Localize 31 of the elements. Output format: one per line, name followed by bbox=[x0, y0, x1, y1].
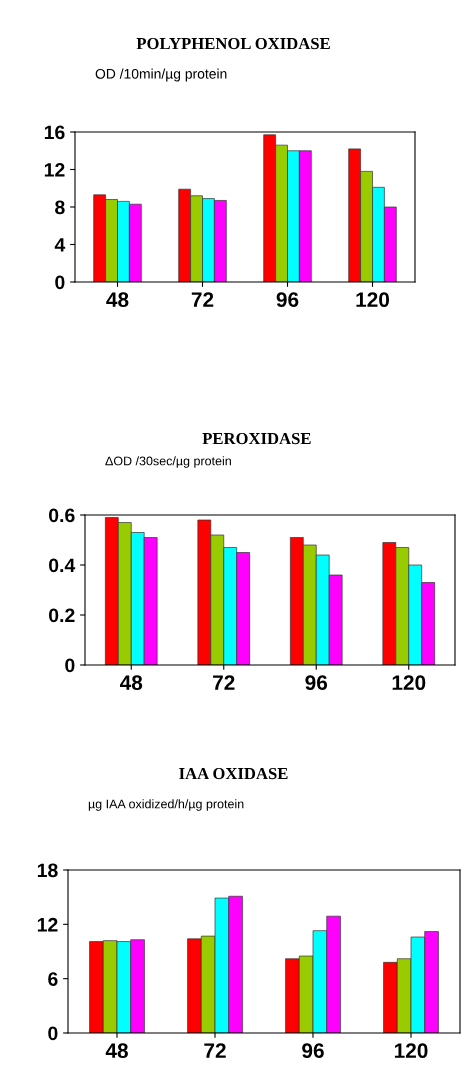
x-tick-label: 96 bbox=[302, 1043, 324, 1059]
x-tick-label: 72 bbox=[204, 1043, 226, 1058]
x-tick-label: 96 bbox=[305, 675, 328, 691]
y-tick-label: 18 bbox=[37, 863, 58, 878]
y-tick-label: 0 bbox=[65, 658, 75, 673]
y-tick-label: 0.6 bbox=[49, 508, 75, 523]
x-tick-label: 48 bbox=[106, 292, 129, 308]
x-tick-label: 48 bbox=[119, 675, 143, 691]
x-tick-label: 120 bbox=[392, 675, 426, 691]
chart-subtitle: µg IAA oxidized/h/µg protein bbox=[88, 799, 244, 811]
y-tick-label: 4 bbox=[54, 238, 66, 252]
x-tick-label: 72 bbox=[213, 675, 235, 690]
y-tick-label: 0.2 bbox=[49, 608, 75, 623]
y-tick-label: 6 bbox=[48, 972, 58, 986]
y-tick-label: 12 bbox=[44, 162, 65, 177]
x-tick-label: 48 bbox=[105, 1043, 128, 1059]
x-tick-label: 96 bbox=[276, 292, 299, 308]
x-tick-label: 120 bbox=[394, 1043, 428, 1059]
x-tick-label: 120 bbox=[356, 292, 390, 308]
chart-subtitle: ΔOD /30sec/µg protein bbox=[105, 456, 231, 468]
chart-title: IAA OXIDASE bbox=[179, 767, 288, 780]
x-tick-label: 72 bbox=[191, 292, 214, 307]
chart-title: PEROXIDASE bbox=[202, 432, 311, 445]
chart-title: POLYPHENOL OXIDASE bbox=[136, 37, 330, 50]
y-tick-label: 0 bbox=[55, 275, 65, 290]
y-tick-label: 0.4 bbox=[49, 558, 76, 573]
y-tick-label: 0 bbox=[48, 1026, 58, 1041]
chart-subtitle: OD /10min/µg protein bbox=[95, 68, 227, 82]
y-tick-label: 12 bbox=[37, 917, 58, 932]
y-tick-label: 16 bbox=[44, 125, 65, 140]
y-tick-label: 8 bbox=[55, 200, 65, 215]
